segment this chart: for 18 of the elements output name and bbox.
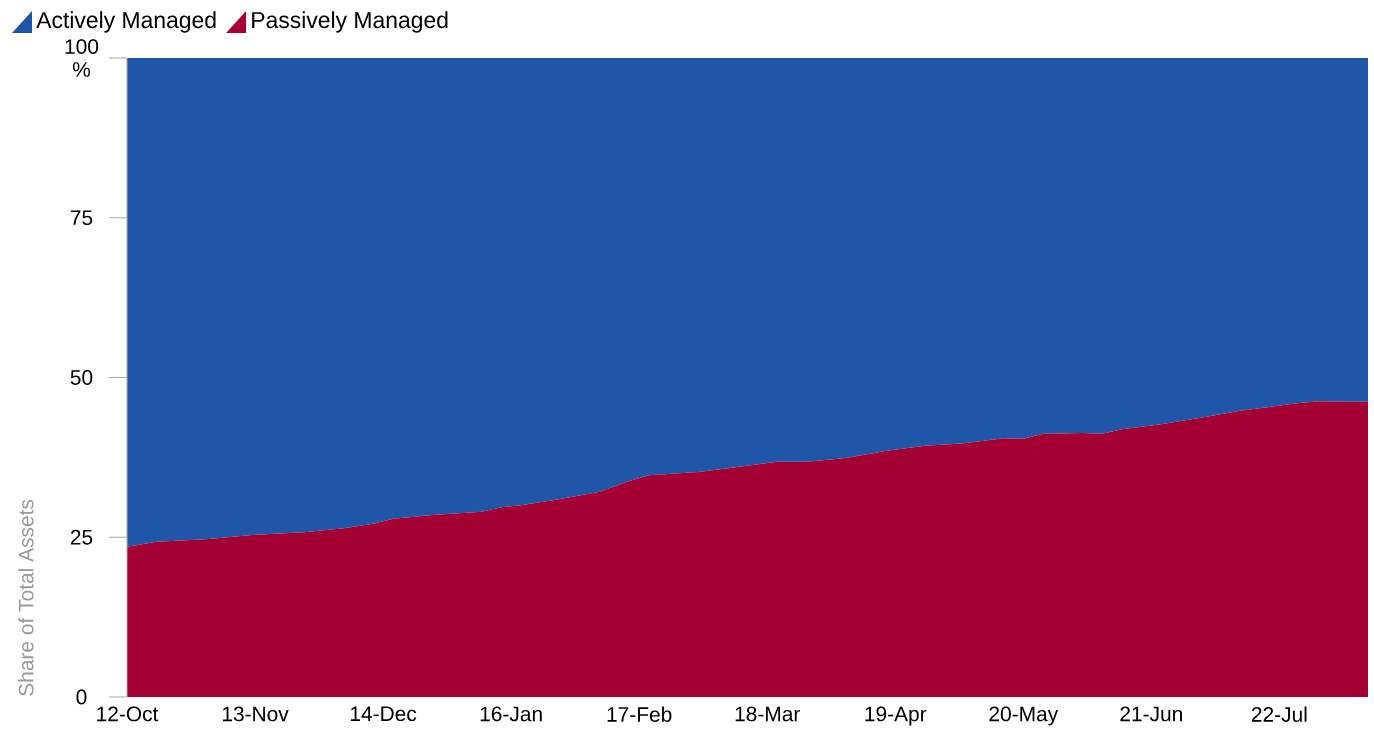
x-tick-label: 20-May <box>989 706 1059 726</box>
x-tick-label: 12-Oct <box>97 706 159 722</box>
legend-label: Actively Managed <box>36 11 216 33</box>
x-tick-label: 18-Mar <box>735 706 800 722</box>
x-tick-label: 19-Apr <box>865 706 927 726</box>
y-tick-label: 75 <box>70 210 93 226</box>
x-tick-label: 22-Jul <box>1251 706 1307 722</box>
x-tick-label: 14-Dec <box>350 706 417 722</box>
y-tick-label: 0 <box>76 689 87 705</box>
x-tick-label: 21-Jun <box>1120 706 1182 722</box>
x-tick-label: 17-Feb <box>607 706 672 722</box>
y-tick-label: 50 <box>70 370 93 385</box>
y-tick-label: 25 <box>70 529 93 545</box>
x-tick-label: 16-Jan <box>480 706 542 722</box>
y-tick-label: 100 % <box>65 39 99 77</box>
x-tick-label: 13-Nov <box>222 706 289 722</box>
legend-label: Passively Managed <box>252 11 448 33</box>
y-axis-title: Share of Total Assets <box>18 499 34 696</box>
